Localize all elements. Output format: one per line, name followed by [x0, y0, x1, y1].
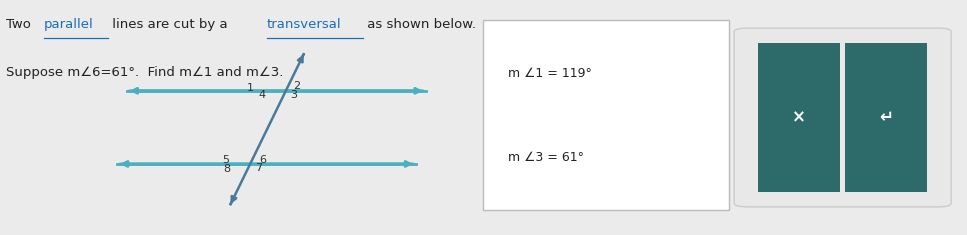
Text: 7: 7	[254, 164, 262, 173]
Text: 1: 1	[248, 82, 254, 93]
Text: ↵: ↵	[879, 109, 893, 126]
FancyBboxPatch shape	[734, 28, 952, 207]
Text: as shown below.: as shown below.	[363, 18, 476, 31]
Text: 2: 2	[293, 81, 300, 91]
FancyBboxPatch shape	[758, 43, 840, 192]
Text: 6: 6	[259, 155, 266, 165]
Text: m ∠1 = 119°: m ∠1 = 119°	[508, 67, 592, 80]
Text: 3: 3	[290, 90, 298, 100]
FancyBboxPatch shape	[845, 43, 927, 192]
FancyBboxPatch shape	[484, 20, 729, 210]
Text: lines are cut by a: lines are cut by a	[107, 18, 231, 31]
Text: Suppose m∠6=61°.  Find m∠1 and m∠3.: Suppose m∠6=61°. Find m∠1 and m∠3.	[6, 67, 283, 79]
Text: Two: Two	[6, 18, 36, 31]
Text: ×: ×	[792, 109, 806, 126]
Text: 8: 8	[223, 164, 231, 174]
Text: 5: 5	[222, 155, 229, 165]
Text: parallel: parallel	[44, 18, 94, 31]
Text: transversal: transversal	[267, 18, 341, 31]
Text: m ∠3 = 61°: m ∠3 = 61°	[508, 151, 584, 164]
Text: 4: 4	[258, 90, 265, 100]
